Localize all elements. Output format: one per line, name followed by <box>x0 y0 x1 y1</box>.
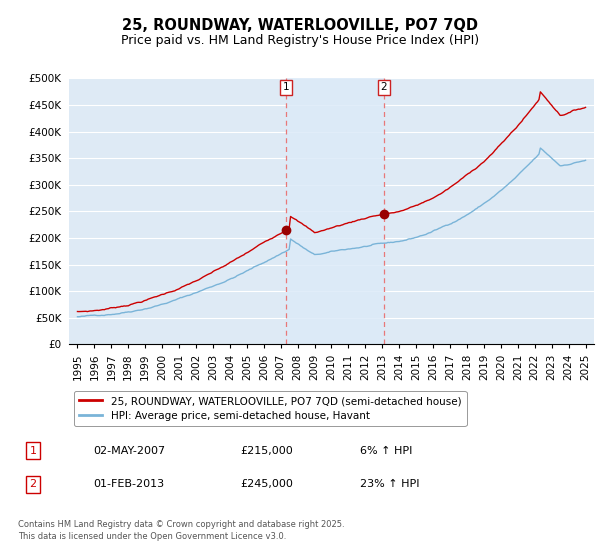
Bar <box>286 78 383 344</box>
Text: Contains HM Land Registry data © Crown copyright and database right 2025.
This d: Contains HM Land Registry data © Crown c… <box>18 520 344 542</box>
Text: Price paid vs. HM Land Registry's House Price Index (HPI): Price paid vs. HM Land Registry's House … <box>121 34 479 46</box>
Text: 23% ↑ HPI: 23% ↑ HPI <box>360 479 419 489</box>
Text: 01-FEB-2013: 01-FEB-2013 <box>93 479 164 489</box>
Text: 6% ↑ HPI: 6% ↑ HPI <box>360 446 412 456</box>
Text: 2: 2 <box>380 82 387 92</box>
Text: 25, ROUNDWAY, WATERLOOVILLE, PO7 7QD: 25, ROUNDWAY, WATERLOOVILLE, PO7 7QD <box>122 18 478 33</box>
Text: 1: 1 <box>29 446 37 456</box>
Text: £215,000: £215,000 <box>240 446 293 456</box>
Text: 02-MAY-2007: 02-MAY-2007 <box>93 446 165 456</box>
Legend: 25, ROUNDWAY, WATERLOOVILLE, PO7 7QD (semi-detached house), HPI: Average price, : 25, ROUNDWAY, WATERLOOVILLE, PO7 7QD (se… <box>74 391 467 426</box>
Text: 2: 2 <box>29 479 37 489</box>
Text: £245,000: £245,000 <box>240 479 293 489</box>
Text: 1: 1 <box>283 82 290 92</box>
